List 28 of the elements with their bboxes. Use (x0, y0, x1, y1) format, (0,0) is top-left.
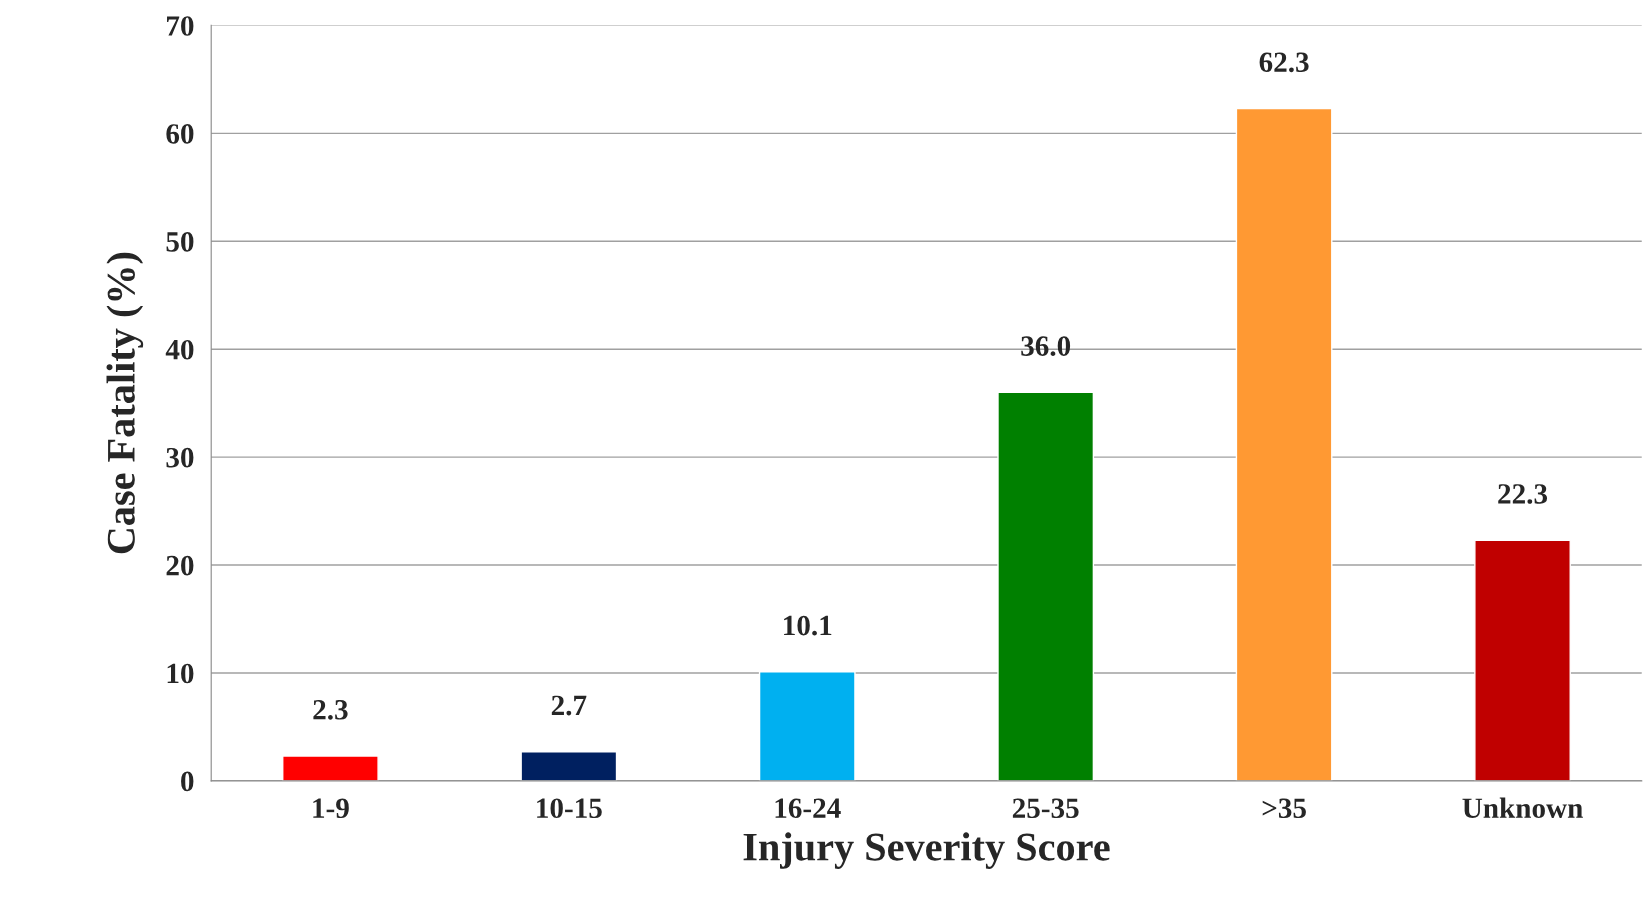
bar (1235, 107, 1333, 781)
x-tick-label: 10-15 (537, 798, 602, 819)
x-tick-label: 1-9 (313, 798, 349, 819)
y-axis-title: Case Fatality (%) (106, 252, 144, 554)
y-tick-label: 30 (166, 447, 194, 468)
y-tick-label: 40 (165, 339, 194, 360)
bar (758, 671, 856, 781)
bar (1474, 539, 1571, 781)
data-label: 36.0 (1021, 336, 1071, 357)
bar (282, 755, 379, 781)
data-label: 62.3 (1259, 52, 1309, 73)
x-tick-label: Unknown (1462, 797, 1583, 819)
x-axis-title: Injury Severity Score (743, 832, 1110, 869)
x-tick-label: 16-24 (775, 798, 841, 819)
data-label: 2.3 (313, 699, 348, 720)
y-tick-label: 0 (181, 771, 194, 792)
x-tick-label: 25-35 (1012, 798, 1079, 819)
bar (997, 391, 1095, 781)
y-tick-label: 60 (166, 124, 194, 144)
y-tick-label: 70 (167, 16, 194, 36)
y-tick-label: 20 (166, 555, 194, 576)
data-label: 2.7 (551, 695, 587, 716)
bar (520, 751, 618, 781)
data-label: 22.3 (1498, 484, 1548, 504)
y-tick-label: 10 (167, 663, 194, 684)
x-tick-label: >35 (1262, 798, 1306, 819)
y-tick-label: 50 (166, 231, 194, 252)
data-label: 10.1 (784, 615, 832, 636)
